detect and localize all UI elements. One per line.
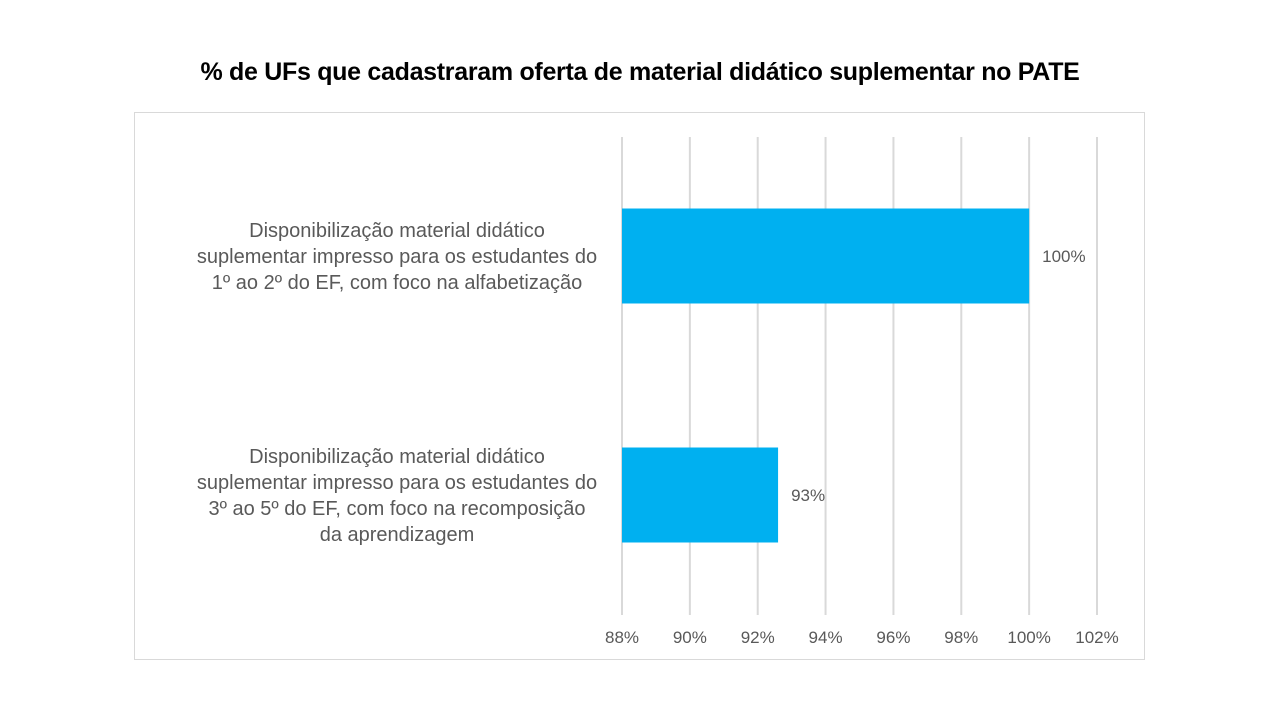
category-label: suplementar impresso para os estudantes …: [197, 472, 597, 494]
chart-frame: [134, 112, 1145, 660]
x-tick-label: 90%: [673, 628, 707, 647]
category-label: da aprendizagem: [320, 524, 475, 546]
category-label: suplementar impresso para os estudantes …: [197, 246, 597, 268]
category-label: Disponibilização material didático: [249, 446, 545, 468]
x-tick-label: 96%: [876, 628, 910, 647]
x-tick-label: 88%: [605, 628, 639, 647]
x-tick-label: 94%: [809, 628, 843, 647]
bar: [622, 447, 779, 543]
category-label: Disponibilização material didático: [249, 220, 545, 242]
category-label: 1º ao 2º do EF, com foco na alfabetizaçã…: [212, 272, 582, 294]
data-label: 100%: [1042, 247, 1085, 266]
x-tick-label: 102%: [1075, 628, 1118, 647]
x-tick-label: 98%: [944, 628, 978, 647]
category-label: 3º ao 5º do EF, com foco na recomposição: [208, 498, 585, 520]
data-label: 93%: [791, 486, 825, 505]
x-tick-label: 92%: [741, 628, 775, 647]
bar: [622, 208, 1030, 304]
x-tick-label: 100%: [1007, 628, 1050, 647]
chart-title: % de UFs que cadastraram oferta de mater…: [200, 58, 1080, 86]
